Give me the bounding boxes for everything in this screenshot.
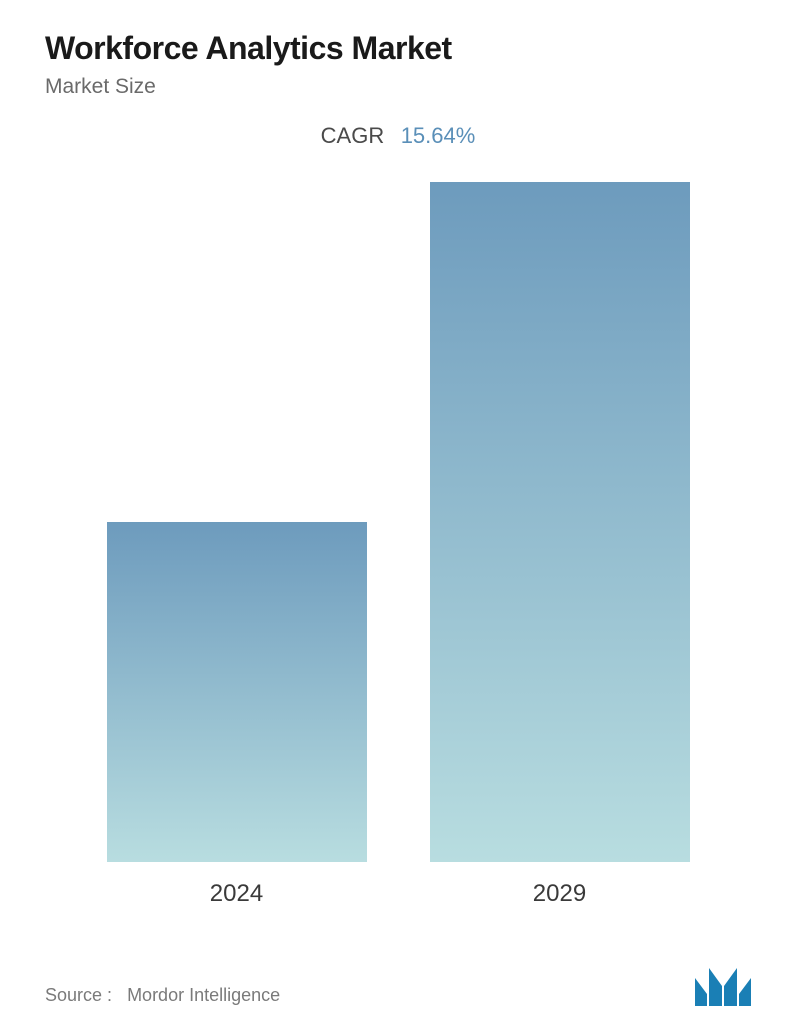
brand-logo-icon bbox=[695, 968, 751, 1006]
bar-label: 2024 bbox=[210, 880, 263, 908]
source-name: Mordor Intelligence bbox=[127, 985, 280, 1005]
footer: Source : Mordor Intelligence bbox=[45, 968, 751, 1014]
source-text: Source : Mordor Intelligence bbox=[45, 985, 280, 1006]
bar-label: 2029 bbox=[533, 880, 586, 908]
cagr-label: CAGR bbox=[321, 123, 385, 148]
bars-row: 2024 2029 bbox=[45, 228, 751, 908]
cagr-row: CAGR 15.64% bbox=[45, 123, 751, 149]
source-label: Source : bbox=[45, 985, 112, 1005]
bar-group: 2024 bbox=[107, 522, 367, 908]
chart-title: Workforce Analytics Market bbox=[45, 30, 751, 67]
bar-group: 2029 bbox=[430, 182, 690, 908]
chart-subtitle: Market Size bbox=[45, 75, 751, 99]
cagr-value: 15.64% bbox=[401, 123, 476, 148]
chart-area: 2024 2029 bbox=[45, 179, 751, 968]
bar bbox=[430, 182, 690, 862]
bar bbox=[107, 522, 367, 862]
